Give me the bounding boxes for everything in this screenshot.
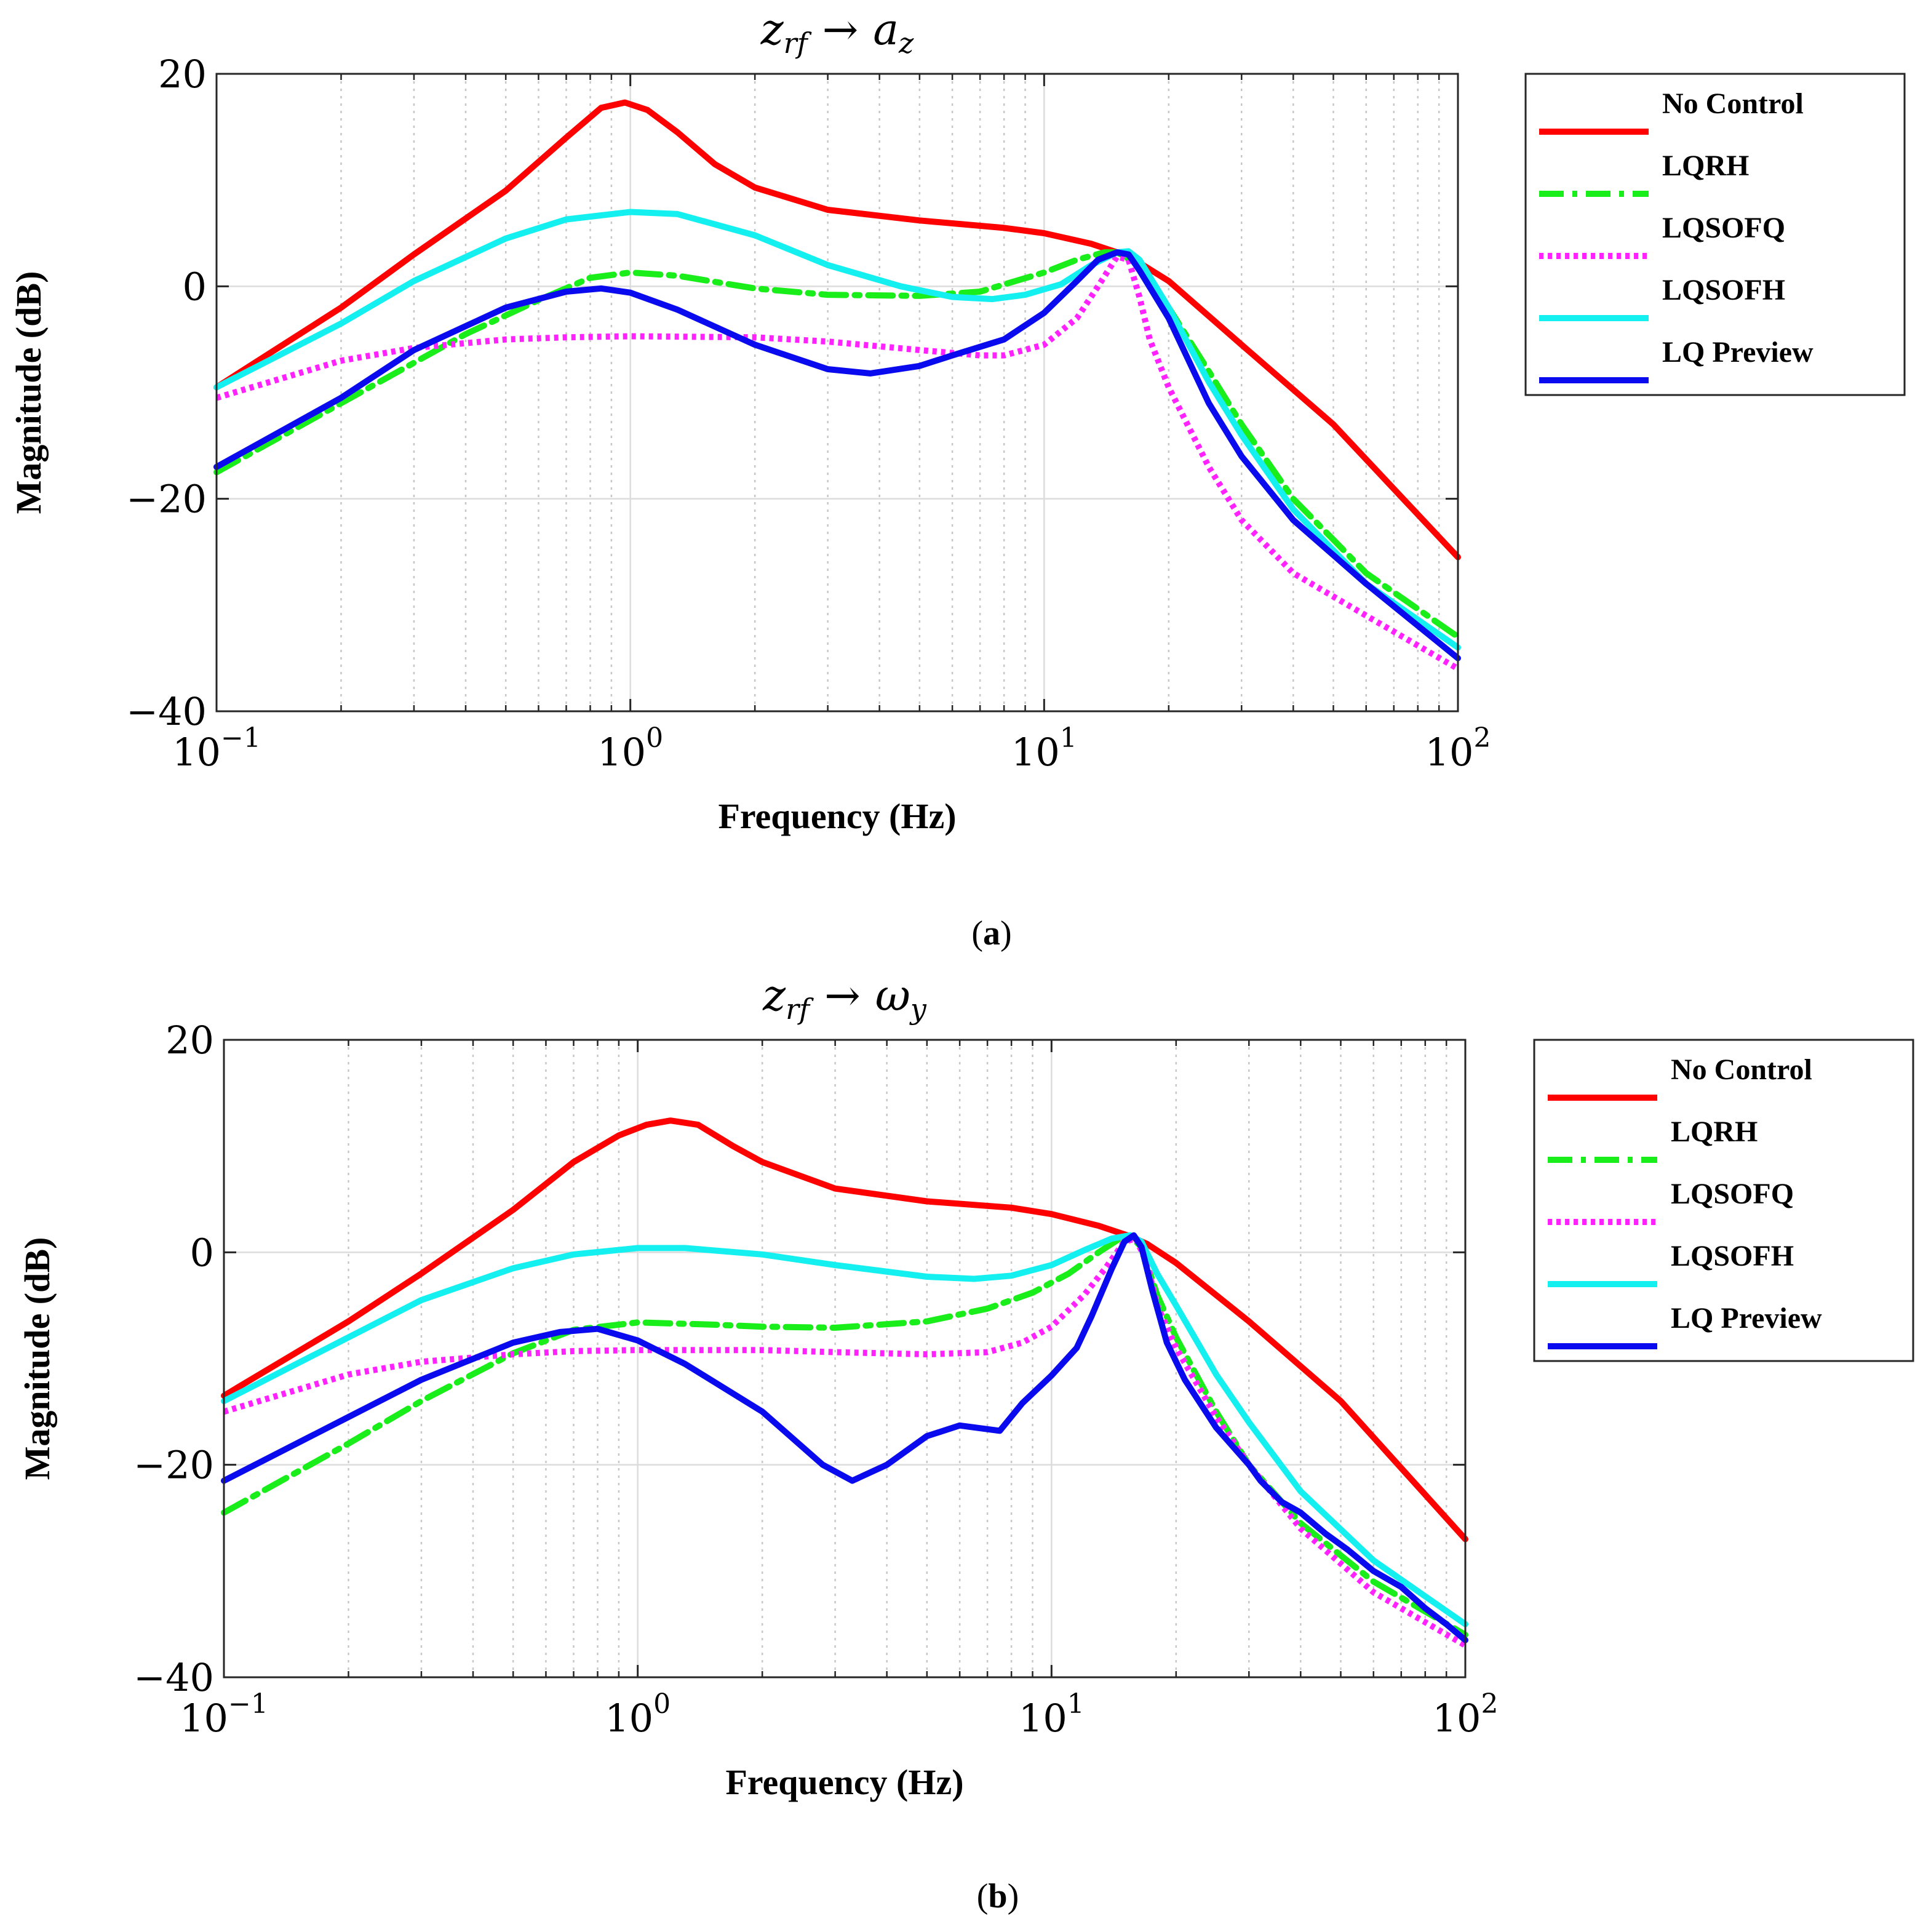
chart-title: zrf → ωy (762, 970, 927, 1026)
y-tick-label: −40 (126, 689, 207, 734)
title-sub: rf (784, 26, 812, 60)
caption-open: ( (977, 1877, 989, 1915)
series-line-lqsofq (223, 1235, 1467, 1648)
legend-box (1533, 1039, 1914, 1362)
series-line-lqrh (213, 249, 1461, 641)
x-tick-exponent: 2 (1481, 1688, 1498, 1720)
legend-label-lqrh: LQRH (1662, 150, 1749, 182)
series-line-lq-preview (221, 1232, 1468, 1643)
series-line-no-control (221, 1117, 1468, 1543)
x-tick-exponent: 2 (1473, 722, 1491, 754)
title-main: z (762, 970, 786, 1021)
title-arrow: → (822, 4, 859, 55)
x-tick-base: 10 (1433, 1696, 1481, 1741)
x-tick-base: 10 (1019, 1696, 1067, 1741)
y-tick-label: 0 (190, 1230, 214, 1275)
series-line-no-control (213, 99, 1461, 561)
y-tick-label: 20 (165, 1018, 214, 1063)
x-axis-label: Frequency (Hz) (725, 1762, 963, 1802)
plot-frame (215, 73, 1459, 713)
plot-frame (223, 1039, 1467, 1679)
x-tick-base: 10 (597, 730, 646, 775)
y-tick-label: −20 (126, 477, 207, 522)
caption-open: ( (971, 914, 983, 952)
x-tick-exponent: 0 (646, 722, 663, 754)
series-line-lqsofq (215, 253, 1460, 672)
x-tick-label: 100 (605, 1688, 671, 1741)
legend-label-lq-preview: LQ Preview (1662, 336, 1814, 369)
legend-label-lqsofh: LQSOFH (1662, 274, 1785, 306)
chart-title: zrf → az (760, 4, 914, 60)
x-tick-label: 101 (1019, 1688, 1085, 1741)
legend: No Control LQRH LQSOFQ LQSOFH LQ Preview (1533, 1039, 1914, 1362)
x-tick-label: 100 (597, 722, 663, 775)
title-sub: rf (786, 992, 814, 1026)
y-tick-label: −20 (133, 1443, 214, 1488)
y-tick-label: −40 (133, 1655, 214, 1700)
legend-label-lqsofh: LQSOFH (1671, 1240, 1794, 1272)
title-target: a (873, 4, 899, 55)
legend-box (1524, 73, 1906, 396)
title-target-sub: y (909, 992, 927, 1026)
title-arrow: → (824, 970, 861, 1021)
legend: No Control LQRH LQSOFQ LQSOFH LQ Preview (1524, 73, 1906, 396)
series-line-lq-preview (213, 249, 1461, 661)
x-tick-exponent: 1 (1067, 1688, 1085, 1720)
y-axis-label: Magnitude (dB) (9, 271, 49, 514)
caption-close: ) (1008, 1877, 1019, 1915)
caption-letter: b (988, 1877, 1007, 1915)
title-target: ω (875, 970, 910, 1021)
x-tick-base: 10 (1011, 730, 1060, 775)
y-axis-label: Magnitude (dB) (17, 1237, 57, 1480)
series-line-lqrh (221, 1233, 1468, 1638)
legend-label-lqsofq: LQSOFQ (1662, 212, 1785, 244)
panel-caption: (b) (977, 1877, 1019, 1915)
x-tick-base: 10 (1425, 730, 1474, 775)
legend-label-no-control: No Control (1662, 87, 1804, 120)
x-tick-label: 102 (1433, 1688, 1499, 1741)
panel-caption: (a) (971, 914, 1011, 952)
x-tick-exponent: −1 (228, 1688, 268, 1720)
x-axis-label: Frequency (Hz) (718, 796, 956, 836)
caption-close: ) (1000, 914, 1012, 952)
y-tick-label: 20 (158, 52, 207, 97)
x-tick-label: 10−1 (172, 722, 261, 775)
x-tick-exponent: 0 (653, 1688, 671, 1720)
x-tick-base: 10 (605, 1696, 653, 1741)
x-tick-base: 10 (172, 730, 221, 775)
x-tick-label: 10−1 (180, 1688, 268, 1741)
x-tick-label: 102 (1425, 722, 1491, 775)
title-target-sub: z (898, 26, 914, 60)
x-tick-exponent: −1 (221, 722, 261, 754)
y-tick-label: 0 (183, 264, 207, 309)
legend-label-lq-preview: LQ Preview (1671, 1302, 1822, 1335)
legend-label-lqrh: LQRH (1671, 1116, 1758, 1148)
series-line-lqsofh (213, 209, 1461, 651)
caption-letter: a (983, 914, 1000, 952)
title-main: z (760, 4, 784, 55)
x-tick-label: 101 (1011, 722, 1077, 775)
x-tick-exponent: 1 (1060, 722, 1077, 754)
x-tick-base: 10 (180, 1696, 228, 1741)
series-line-lqsofh (221, 1232, 1468, 1627)
legend-label-lqsofq: LQSOFQ (1671, 1178, 1794, 1210)
legend-label-no-control: No Control (1671, 1053, 1812, 1086)
